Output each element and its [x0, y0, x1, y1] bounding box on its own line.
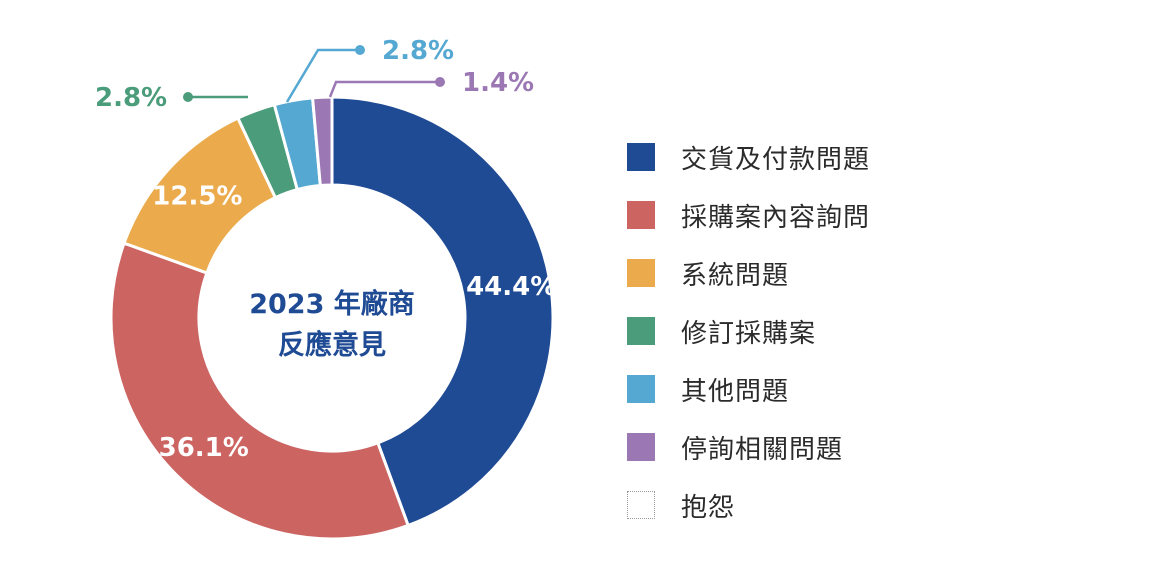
leader-line-5: [285, 48, 360, 103]
legend-swatch: [627, 317, 655, 345]
leader-line-6: [328, 80, 440, 98]
legend-item: 修訂採購案: [627, 302, 870, 360]
donut-slices: [109, 95, 555, 541]
slice-label-3: 12.5%: [152, 182, 242, 212]
legend-item: 停詢相關問題: [627, 418, 870, 476]
legend-label: 交貨及付款問題: [681, 144, 871, 175]
leader-lines: [183, 45, 445, 103]
leader-dot-6: [435, 77, 445, 87]
slice-1: [330, 95, 555, 528]
legend-label: 抱怨: [681, 492, 736, 523]
legend-swatch: [627, 201, 655, 229]
legend-item: 採購案內容詢問: [627, 186, 870, 244]
chart-title-line-1: 2023 年廠商: [249, 288, 415, 320]
legend-label: 其他問題: [681, 376, 790, 407]
slice-6: [310, 95, 334, 188]
legend-label: 採購案內容詢問: [681, 202, 871, 233]
legend-item: 系統問題: [627, 244, 870, 302]
legend-label: 修訂採購案: [681, 318, 817, 349]
slice-label-6: 1.4%: [462, 68, 534, 98]
leader-dot-4: [183, 92, 193, 102]
slice-label-1: 44.4%: [466, 272, 556, 302]
chart-title-line-2: 反應意見: [278, 329, 386, 361]
legend-label: 系統問題: [681, 260, 790, 291]
slice-label-4: 2.8%: [95, 83, 167, 113]
slice-2: [109, 241, 411, 541]
legend-swatch: [627, 375, 655, 403]
slice-labels: 44.4% 36.1% 12.5% 2.8% 2.8% 1.4%: [95, 36, 556, 463]
legend-swatch: [627, 259, 655, 287]
legend-item: 交貨及付款問題: [627, 128, 870, 186]
legend-item: 抱怨: [627, 476, 870, 534]
legend-swatch: [627, 491, 655, 519]
slice-label-5: 2.8%: [382, 36, 454, 66]
legend-swatch: [627, 143, 655, 171]
legend: 交貨及付款問題 採購案內容詢問 系統問題 修訂採購案 其他問題 停詢相關問題 抱…: [627, 128, 870, 534]
slice-label-2: 36.1%: [159, 433, 249, 463]
legend-swatch: [627, 433, 655, 461]
legend-label: 停詢相關問題: [681, 434, 844, 465]
legend-item: 其他問題: [627, 360, 870, 418]
leader-dot-5: [355, 45, 365, 55]
